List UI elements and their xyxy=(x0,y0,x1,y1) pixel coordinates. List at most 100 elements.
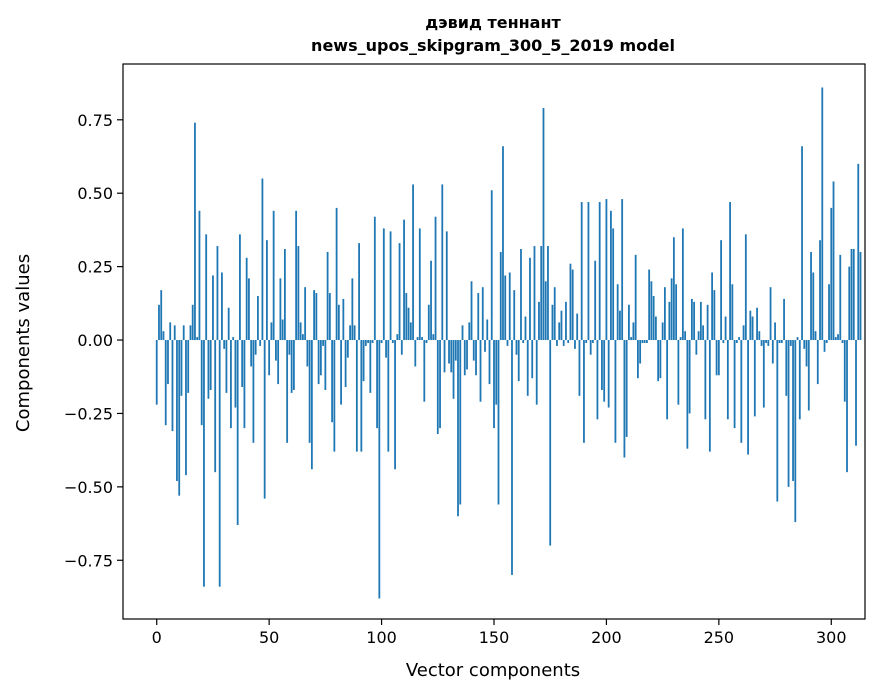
bar-105 xyxy=(391,340,394,343)
bar-87 xyxy=(351,278,354,341)
bar-285 xyxy=(796,337,799,341)
bar-294 xyxy=(816,340,819,385)
bar-141 xyxy=(472,340,475,361)
y-tick-label: −0.75 xyxy=(64,551,113,570)
bar-286 xyxy=(798,340,801,420)
bar-151 xyxy=(495,340,498,405)
bar-289 xyxy=(805,340,808,367)
bar-217 xyxy=(643,340,646,343)
bar-115 xyxy=(414,340,417,367)
bar-178 xyxy=(556,340,558,346)
bar-84 xyxy=(344,340,347,388)
bar-157 xyxy=(508,272,511,341)
bar-173 xyxy=(544,281,547,341)
bar-249 xyxy=(715,340,718,376)
bar-102 xyxy=(385,340,387,358)
bar-130 xyxy=(448,340,450,364)
bar-174 xyxy=(547,246,549,341)
bar-220 xyxy=(650,281,653,341)
bar-138 xyxy=(466,340,468,370)
bar-278 xyxy=(780,340,783,343)
bar-258 xyxy=(735,340,738,343)
bar-112 xyxy=(407,307,410,341)
bar-147 xyxy=(486,319,489,341)
bar-235 xyxy=(684,331,687,341)
bar-202 xyxy=(610,210,612,341)
bar-275 xyxy=(774,322,776,341)
bar-153 xyxy=(499,251,502,341)
bar-175 xyxy=(549,340,552,546)
bar-46 xyxy=(259,340,262,346)
bar-61 xyxy=(292,340,295,390)
bar-3 xyxy=(162,331,165,341)
bar-172 xyxy=(542,108,545,341)
bar-253 xyxy=(724,316,727,341)
bar-261 xyxy=(742,325,745,341)
bar-154 xyxy=(502,146,504,341)
bar-152 xyxy=(497,340,500,505)
bar-190 xyxy=(583,340,585,443)
bar-5 xyxy=(167,340,169,385)
bar-13 xyxy=(185,340,187,476)
bar-73 xyxy=(319,340,322,376)
bar-140 xyxy=(470,281,473,341)
bar-56 xyxy=(281,319,284,341)
bar-306 xyxy=(843,340,846,402)
bar-156 xyxy=(506,340,509,346)
bar-207 xyxy=(621,199,624,341)
bar-54 xyxy=(277,340,280,385)
bar-66 xyxy=(304,287,307,341)
bar-305 xyxy=(841,340,844,343)
bar-111 xyxy=(405,293,408,341)
bar-79 xyxy=(333,340,336,452)
bar-310 xyxy=(852,249,855,341)
bar-267 xyxy=(756,307,758,341)
bar-288 xyxy=(803,340,806,349)
y-axis-ticks: −0.75 −0.50 −0.25 0.00 0.25 0.50 0.75 xyxy=(64,111,123,570)
bar-243 xyxy=(702,325,705,341)
bar-16 xyxy=(191,304,194,341)
bar-59 xyxy=(288,340,291,355)
bar-97 xyxy=(373,216,376,341)
bar-222 xyxy=(654,316,657,341)
bar-25 xyxy=(212,275,214,341)
chart-subtitle: news_upos_skipgram_300_5_2019 model xyxy=(311,36,675,55)
y-tick-label: 0.50 xyxy=(77,184,113,203)
bar-106 xyxy=(394,340,396,470)
bar-44 xyxy=(254,340,257,355)
bar-125 xyxy=(436,340,439,434)
bar-142 xyxy=(475,340,477,376)
bar-53 xyxy=(275,340,277,361)
bar-36 xyxy=(236,340,239,526)
bar-103 xyxy=(387,340,390,452)
bar-242 xyxy=(699,301,702,341)
bar-64 xyxy=(299,322,302,341)
bar-76 xyxy=(326,251,329,341)
bar-271 xyxy=(765,340,767,343)
bar-274 xyxy=(771,340,774,364)
x-tick-label: 150 xyxy=(479,628,510,647)
bar-110 xyxy=(403,219,405,341)
bar-121 xyxy=(427,304,430,341)
bar-200 xyxy=(605,199,608,341)
bar-211 xyxy=(630,337,633,341)
bar-119 xyxy=(423,340,426,402)
bar-205 xyxy=(616,284,619,341)
bar-264 xyxy=(749,310,752,341)
bar-250 xyxy=(717,340,720,376)
bar-295 xyxy=(819,240,821,341)
bar-38 xyxy=(241,340,244,388)
bar-254 xyxy=(726,340,729,420)
bar-91 xyxy=(360,340,363,452)
bar-199 xyxy=(603,340,606,402)
bar-95 xyxy=(369,340,372,393)
bar-233 xyxy=(679,337,682,341)
bar-113 xyxy=(409,322,412,341)
bar-215 xyxy=(639,340,642,364)
bar-236 xyxy=(686,340,689,449)
bar-229 xyxy=(670,278,673,341)
bar-43 xyxy=(252,340,255,443)
bar-71 xyxy=(315,293,318,341)
bar-35 xyxy=(234,340,237,408)
bar-128 xyxy=(443,340,446,373)
